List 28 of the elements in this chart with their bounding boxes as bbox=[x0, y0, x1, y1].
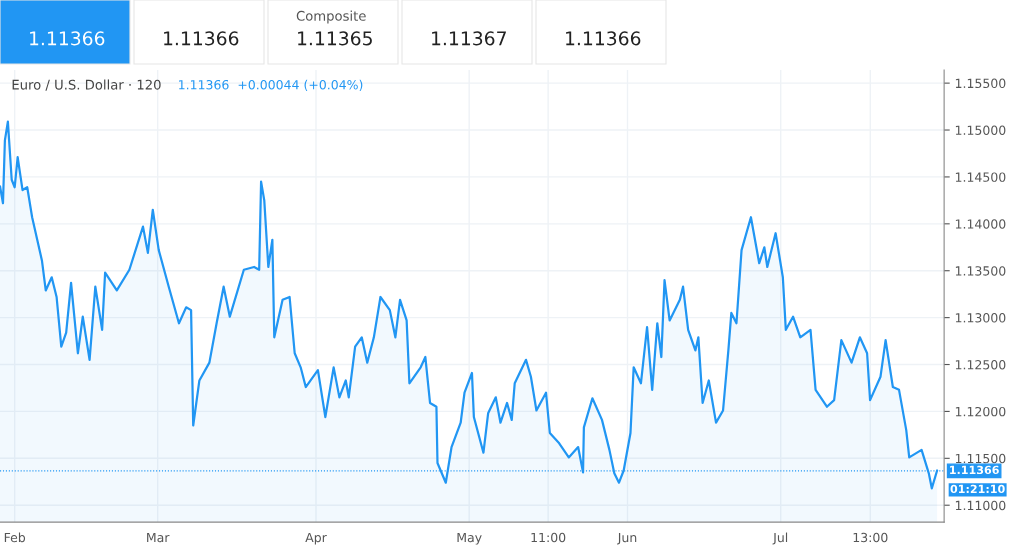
x-tick-label: Jul bbox=[772, 532, 788, 545]
text: 01:21:10 bbox=[950, 484, 1005, 494]
text: 1.11366 bbox=[164, 31, 239, 46]
x-tick-label: Feb bbox=[4, 532, 26, 543]
x-tick-label: Jun bbox=[617, 532, 637, 545]
y-tick-label: 1.15500 bbox=[955, 78, 1006, 89]
y-tick-label: 1.11000 bbox=[955, 500, 1006, 511]
text: 1.11366 +0.00044 (+0.04%) bbox=[179, 79, 363, 91]
text: 1.11365 bbox=[298, 31, 372, 46]
y-tick-label: 1.14500 bbox=[955, 172, 1006, 182]
x-tick-label: 13:00 bbox=[853, 532, 888, 543]
text: Euro / U.S. Dollar · 120 bbox=[12, 79, 161, 91]
x-tick-label: May bbox=[457, 532, 482, 545]
x-tick-label: 11:00 bbox=[531, 532, 566, 543]
y-tick-label: 1.12000 bbox=[955, 406, 1006, 417]
y-tick-label: 1.12500 bbox=[955, 359, 1006, 370]
text: 1.11366 bbox=[30, 31, 105, 46]
y-tick-label: 1.13000 bbox=[955, 313, 1006, 323]
text: 1.11367 bbox=[432, 31, 506, 46]
y-tick-label: 1.14000 bbox=[955, 219, 1006, 229]
x-tick-label: Apr bbox=[305, 532, 327, 545]
text: 1.11366 bbox=[566, 31, 641, 46]
x-tick-label: Mar bbox=[147, 532, 170, 543]
y-tick-label: 1.15000 bbox=[955, 125, 1006, 135]
ref-line-label: 1.11366 bbox=[950, 465, 999, 475]
text: Composite bbox=[296, 10, 366, 24]
y-tick-label: 1.13500 bbox=[955, 266, 1006, 276]
y-tick-label: 1.11500 bbox=[955, 453, 1006, 464]
